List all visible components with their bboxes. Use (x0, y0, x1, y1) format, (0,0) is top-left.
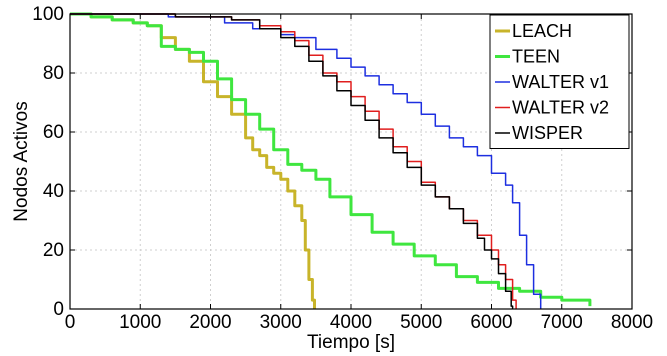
legend-label: WALTER v2 (512, 98, 609, 118)
x-tick-label: 5000 (400, 312, 442, 333)
x-tick-label: 0 (65, 312, 76, 333)
grid (70, 14, 632, 309)
y-tick-label: 0 (53, 299, 64, 320)
x-tick-label: 4000 (330, 312, 372, 333)
series-line-walter-v1 (70, 13, 542, 309)
x-tick-label: 8000 (611, 312, 653, 333)
legend-box (489, 14, 630, 149)
x-tick-label: 1000 (119, 312, 161, 333)
legend-label: TEEN (512, 47, 560, 67)
x-tick-label: 6000 (470, 312, 512, 333)
x-tick-label: 3000 (260, 312, 302, 333)
series-layer (70, 12, 592, 309)
series-line-teen (70, 12, 592, 307)
y-tick-label: 60 (43, 122, 64, 143)
series-line-wisper (70, 13, 514, 309)
legend-label: LEACH (512, 21, 572, 41)
y-axis-title: Nodos Activos (11, 101, 32, 221)
y-tick-labels: 0 20 40 60 80 100 (32, 4, 64, 320)
y-tick-label: 80 (43, 63, 64, 84)
x-tick-label: 2000 (189, 312, 231, 333)
x-tick-label: 7000 (541, 312, 583, 333)
legend-label: WISPER (512, 123, 583, 143)
legend: LEACH TEEN WALTER v1 WALTER v2 WISPER (489, 14, 630, 149)
y-tick-label: 100 (32, 4, 64, 25)
legend-label: WALTER v1 (512, 72, 609, 92)
x-axis-title: Tiempo [s] (307, 332, 395, 353)
y-tick-label: 20 (43, 240, 64, 261)
y-tick-label: 40 (43, 181, 64, 202)
x-tick-labels: 0 1000 2000 3000 4000 5000 6000 7000 8000 (65, 312, 653, 333)
